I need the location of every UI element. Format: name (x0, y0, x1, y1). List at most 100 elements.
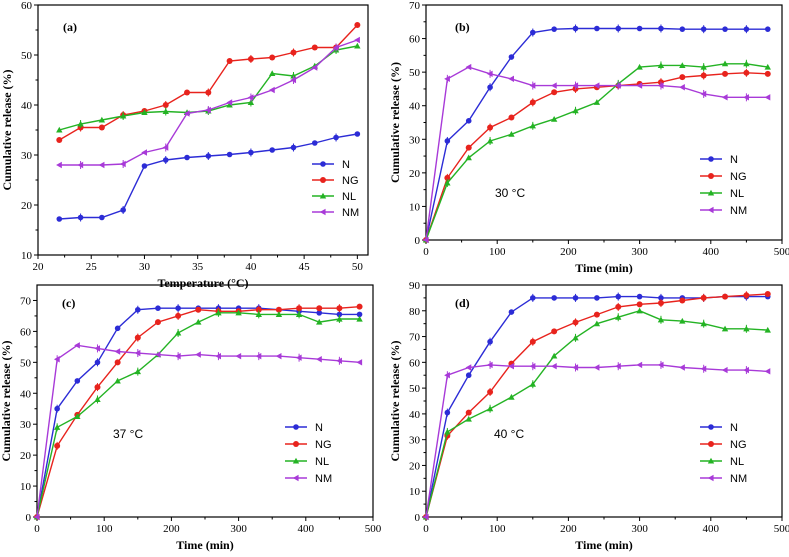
panel-b-series-nm-line (425, 66, 768, 241)
panel-d-series-n-point (444, 409, 451, 416)
panel-c-legend-ng-marker (293, 441, 299, 447)
panel-d-series-nm-point (529, 363, 536, 370)
panel-a-series-ng-point (205, 89, 212, 96)
panel-a-series-ng-point (311, 44, 318, 51)
panel-c-temperature-annotation: 37 °C (113, 427, 143, 441)
panel-d-series-n-point (465, 372, 472, 379)
panel-c-series-nm-point (114, 348, 121, 355)
panel-b-series-nl-point (743, 60, 750, 67)
panel-d-y-tick-label: 20 (409, 460, 421, 472)
panel-d-series-n-point (530, 295, 536, 301)
panel-d-series-nl-point (529, 381, 536, 387)
panel-d-x-tick-label: 200 (560, 523, 577, 535)
panel-c-y-tick-label: 30 (20, 419, 32, 431)
panel-c-legend-n-marker (293, 424, 299, 430)
panel-b-legend-nl-label: NL (730, 188, 744, 200)
panel-c-series-nl-point (356, 315, 363, 322)
panel-d-series-nm-point (743, 366, 749, 374)
panel-b-series-n-point (487, 84, 493, 91)
panel-a-x-tick-label: 20 (33, 261, 45, 273)
panel-d-series-ng-point (551, 328, 558, 335)
panel-d-series-n-point (594, 295, 600, 301)
panel-a-series-nm-point (162, 144, 169, 151)
panel-d-series-n-point (572, 295, 579, 301)
panel-b-series-n-point (679, 26, 686, 32)
panel-b-series-n-point (572, 25, 579, 32)
panel-d-series-nm-point (657, 361, 664, 369)
panel-b-series-nm-point (465, 63, 472, 71)
panel-a-series-nl-point (247, 99, 255, 106)
panel-c-y-tick-label: 50 (20, 357, 32, 369)
panel-c-series-nm-point (53, 356, 60, 363)
panel-b-series-nl-point (657, 62, 665, 68)
panel-b-series-n-point (615, 25, 622, 32)
panel-c-series-nl-line (36, 312, 360, 518)
panel-d-x-tick-label: 0 (423, 523, 429, 535)
panel-a-series-ng-point (269, 54, 276, 61)
panel-d-y-tick-label: 80 (409, 306, 421, 318)
panel-b-y-tick-label: 20 (409, 168, 421, 180)
panel-d-series-nm-point (679, 364, 685, 371)
panel-b-series-ng-point (700, 72, 707, 79)
panel-b-y-tick-label: 60 (409, 34, 421, 46)
panel-c-series-nm-point (255, 352, 262, 360)
panel-b-series-ng-point (764, 70, 771, 77)
panel-d-series-n-point (487, 338, 493, 345)
panel-c-series-ng-line (36, 306, 360, 518)
panel-c-y-tick-label: 40 (20, 388, 32, 400)
panel-a-legend-n-label: N (342, 159, 350, 171)
panel-c-series-nl-point (94, 396, 101, 403)
panel-b-series-nl-point (465, 154, 472, 161)
panel-c-series-ng-point (114, 359, 121, 366)
panel-d-frame (425, 284, 783, 518)
panel-d-series-n-point (636, 293, 643, 300)
panel-c-series-nl-point (316, 318, 323, 325)
panel-d-series-nl-point (700, 320, 707, 327)
panel-a-series-ng-point (226, 58, 233, 64)
panel-c-series-nl-point (336, 315, 343, 322)
panel-d-legend-ng-label: NG (730, 439, 747, 451)
panel-b-legend-nm-label: NM (730, 205, 747, 217)
panel-d-series-nm-point (572, 364, 579, 371)
panel-d-series-nl-point (572, 334, 579, 341)
panel-b-x-tick-label: 200 (560, 246, 577, 258)
panel-b-series-nl-point (444, 179, 451, 186)
panel-d-y-tick-label: 40 (409, 409, 421, 421)
panel-b-series-nm-point (764, 94, 771, 101)
panel-d-series-nl-point (508, 393, 515, 400)
panel-d-series-nl-point (444, 428, 451, 435)
panel-a-series-nm-point (268, 86, 275, 94)
panel-b-series-nl-point (721, 60, 729, 67)
panel-c-series-n-point (356, 311, 363, 318)
panel-b-series-nl-point (593, 99, 601, 105)
panel-a-series-nm-point (77, 161, 84, 169)
panel-a-x-tick-label: 35 (192, 261, 204, 273)
panel-d-series-ng-point (615, 303, 622, 310)
panel-b-y-tick-label: 50 (409, 67, 421, 79)
panel-a-series-n-point (184, 154, 190, 161)
panel-a-x-tick-label: 50 (352, 261, 364, 273)
panel-d-series-nm-point (764, 368, 771, 375)
panel-a-legend-n-marker (320, 161, 326, 167)
panel-c-series-nl-point (215, 309, 222, 316)
panel-a-series-nl-point (162, 108, 169, 115)
panel-a-series-nm-point (205, 106, 211, 114)
panel-b-series-nm-point (657, 82, 664, 89)
panel-a-series-nm-point (354, 36, 360, 44)
panel-a-series-ng-point (184, 89, 191, 96)
panel-a-series-n-line (59, 133, 358, 220)
panel-b-series-n-point (764, 26, 771, 32)
panel-b-series-nm-point (679, 84, 685, 91)
panel-c-series-nl-point (275, 311, 283, 317)
panel-a-series-n-point (269, 147, 275, 153)
panel-b-series-ng-point (465, 144, 472, 151)
panel-c-series-nm-point (94, 345, 101, 352)
panel-d-series-ng-point (636, 301, 643, 308)
panel-d-legend-nm-marker (707, 474, 714, 482)
panel-d-legend-nl-label: NL (730, 456, 744, 468)
panel-d-series-n-point (658, 295, 664, 301)
panel-c-series-nm-point (275, 352, 282, 360)
panel-c-x-axis-label: Time (min) (176, 538, 233, 552)
panel-a-series-ng-point (354, 22, 361, 28)
panel-c-legend-nl-marker (292, 457, 300, 464)
